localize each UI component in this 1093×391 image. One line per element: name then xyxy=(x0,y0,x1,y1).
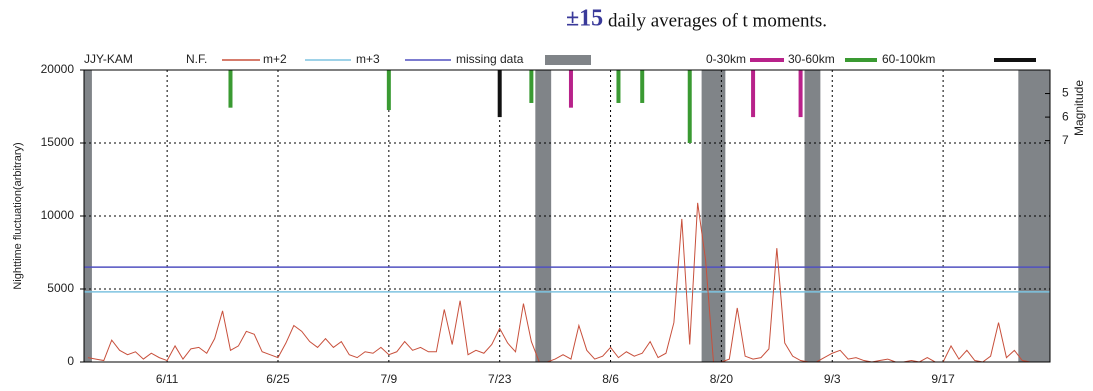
legend-label: 0-30km xyxy=(706,52,746,66)
x-tick-label: 8/20 xyxy=(710,372,734,386)
earthquake-bar xyxy=(640,70,645,103)
legend-label: 30-60km xyxy=(788,52,835,66)
x-tick-label: 9/3 xyxy=(824,372,841,386)
earthquake-bar xyxy=(616,70,621,103)
legend-label: m+2 xyxy=(263,52,287,66)
missing-data-band xyxy=(535,70,552,362)
y2-axis-label: Magnitude xyxy=(1072,80,1086,136)
legend-label: N.F. xyxy=(186,52,207,66)
earthquake-bar xyxy=(529,70,534,103)
y-tick-label: 15000 xyxy=(41,135,75,149)
earthquake-bar xyxy=(497,70,502,118)
legend-label: 60-100km xyxy=(882,52,935,66)
legend-swatch xyxy=(994,58,1036,62)
x-tick-label: 7/23 xyxy=(488,372,512,386)
y2-tick-label: 7 xyxy=(1062,133,1069,147)
y-tick-label: 10000 xyxy=(41,208,75,222)
y-tick-label: 20000 xyxy=(41,62,75,76)
legend-label: missing data xyxy=(456,52,524,66)
line-series xyxy=(87,202,1047,363)
legend-swatch xyxy=(545,55,591,65)
legend-label: m+3 xyxy=(356,52,380,66)
x-tick-label: 6/25 xyxy=(266,372,290,386)
y-axis-label: Nighttime fluctuation(arbitrary) xyxy=(12,142,24,289)
y-tick-label: 5000 xyxy=(47,281,74,295)
legend-swatch xyxy=(750,58,784,62)
x-tick-label: 9/17 xyxy=(931,372,955,386)
earthquake-bar xyxy=(798,70,803,118)
x-tick-label: 7/9 xyxy=(381,372,398,386)
plot-frame xyxy=(83,69,1051,363)
header-text: daily averages of t moments. xyxy=(608,10,827,31)
earthquake-bar xyxy=(751,70,756,118)
earthquake-bar xyxy=(386,70,391,111)
missing-data-band xyxy=(804,70,821,362)
earthquake-bar xyxy=(568,70,573,108)
y-tick-label: 0 xyxy=(67,354,74,368)
missing-data-band xyxy=(84,70,92,362)
y2-tick-label: 6 xyxy=(1062,109,1069,123)
header-mark: ±15 xyxy=(566,6,603,32)
earthquake-bar xyxy=(228,70,233,108)
station-label: JJY-KAM xyxy=(84,52,133,66)
x-tick-label: 8/6 xyxy=(602,372,619,386)
legend-swatch xyxy=(845,58,877,62)
earthquake-bar xyxy=(687,70,692,143)
y2-tick-label: 5 xyxy=(1062,86,1069,100)
x-tick-label: 6/11 xyxy=(156,372,179,386)
